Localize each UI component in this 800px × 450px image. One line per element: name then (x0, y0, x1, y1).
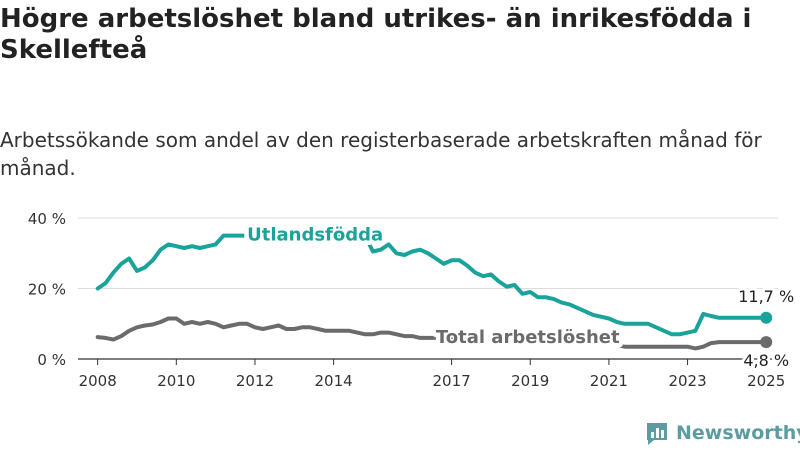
series-line-1 (95, 316, 769, 351)
chart-title: Högre arbetslöshet bland utrikes- än inr… (0, 4, 752, 65)
brand-name: Newsworthy (676, 422, 800, 444)
series-name-label: Total arbetslöshet (436, 327, 620, 348)
y-axis: 0 % 20 % 40 % (28, 210, 66, 369)
end-value-label: 4,8 % (743, 351, 789, 370)
end-point-1 (760, 336, 773, 349)
x-tick-label: 2017 (433, 372, 471, 390)
x-axis: 2008 2010 2012 2014 2017 2019 2021 2023 2025 (79, 359, 785, 390)
end-value-halo: 11,7 % (738, 287, 794, 306)
x-tick-label: 2025 (747, 372, 785, 390)
x-tick-label: 2023 (668, 372, 706, 390)
series-name-halo: Total arbetslöshet (436, 327, 620, 348)
newsworthy-logo-icon (647, 423, 667, 445)
y-tick-label: 0 % (37, 351, 66, 369)
chart-subtitle: Arbetssökande som andel av den registerb… (0, 128, 762, 180)
end-value-label: 11,7 % (738, 287, 794, 306)
x-tick-label: 2008 (79, 372, 117, 390)
x-tick-label: 2012 (236, 372, 274, 390)
x-tick-label: 2010 (157, 372, 195, 390)
y-tick-label: 40 % (28, 210, 66, 228)
end-point-0 (760, 311, 773, 324)
end-value-halo: 4,8 % (743, 351, 789, 370)
y-tick-label: 20 % (28, 281, 66, 299)
x-tick-label: 2014 (315, 372, 353, 390)
series-line-0 (95, 233, 769, 337)
x-tick-label: 2019 (511, 372, 549, 390)
x-tick-label: 2021 (590, 372, 628, 390)
series-name-label: Utlandsfödda (247, 225, 383, 246)
series-name-halo: Utlandsfödda (247, 225, 383, 246)
gridlines (78, 217, 778, 360)
brand-logo: Newsworthy (644, 418, 800, 448)
series-lines (95, 233, 773, 351)
